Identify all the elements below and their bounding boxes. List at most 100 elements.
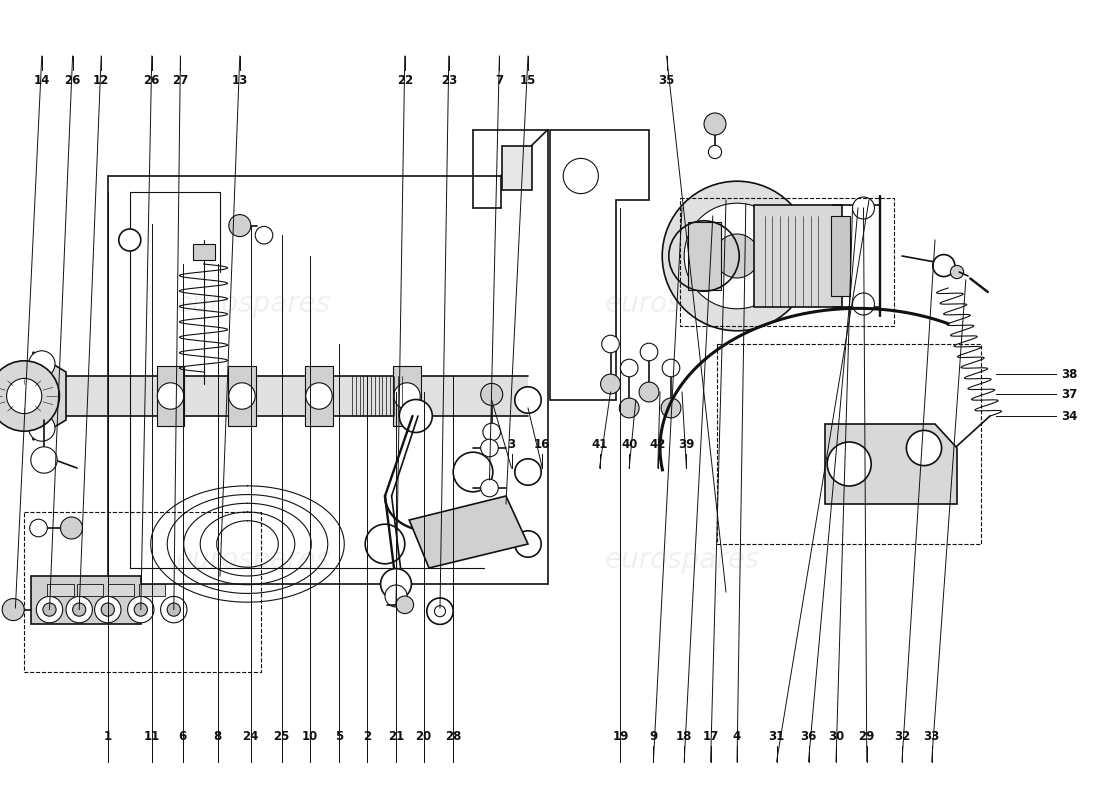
Circle shape	[684, 203, 790, 309]
Text: 27: 27	[173, 74, 188, 86]
Circle shape	[620, 359, 638, 377]
Circle shape	[619, 398, 639, 418]
Text: 24: 24	[243, 730, 258, 742]
Circle shape	[852, 293, 874, 315]
Text: 15: 15	[520, 74, 536, 86]
Circle shape	[95, 597, 121, 622]
Text: 10: 10	[302, 730, 318, 742]
Circle shape	[255, 226, 273, 244]
Bar	[47, 584, 74, 596]
Text: 1: 1	[103, 730, 112, 742]
Text: 14: 14	[34, 74, 50, 86]
Circle shape	[827, 442, 871, 486]
Circle shape	[453, 452, 493, 492]
Text: 40: 40	[621, 438, 637, 450]
Text: 17: 17	[703, 730, 718, 742]
Text: eurospares: eurospares	[175, 546, 331, 574]
Text: 29: 29	[859, 730, 874, 742]
Circle shape	[515, 458, 541, 485]
Text: 39: 39	[679, 438, 694, 450]
Text: eurospares: eurospares	[604, 546, 760, 574]
Circle shape	[704, 113, 726, 135]
Circle shape	[101, 603, 114, 616]
Text: 16: 16	[535, 438, 550, 450]
Circle shape	[481, 439, 498, 457]
Circle shape	[662, 359, 680, 377]
Circle shape	[483, 423, 500, 441]
Text: 5: 5	[334, 730, 343, 742]
Text: 31: 31	[769, 730, 784, 742]
Circle shape	[157, 382, 184, 409]
Circle shape	[134, 603, 147, 616]
Circle shape	[602, 335, 619, 353]
Text: 4: 4	[733, 730, 741, 742]
Text: 41: 41	[592, 438, 607, 450]
Text: 26: 26	[65, 74, 80, 86]
Text: 28: 28	[446, 730, 461, 742]
Text: 35: 35	[659, 74, 674, 86]
Polygon shape	[33, 352, 66, 440]
Bar	[680, 198, 894, 326]
Circle shape	[7, 378, 42, 414]
Bar	[139, 584, 165, 596]
Text: 18: 18	[676, 730, 692, 742]
Text: 11: 11	[144, 730, 159, 742]
Circle shape	[563, 158, 598, 194]
Bar	[688, 222, 720, 290]
Text: 25: 25	[274, 730, 289, 742]
Circle shape	[394, 382, 420, 409]
Circle shape	[365, 524, 405, 564]
Circle shape	[640, 343, 658, 361]
Bar	[77, 584, 103, 596]
Circle shape	[906, 430, 942, 466]
Polygon shape	[825, 424, 957, 504]
Circle shape	[639, 382, 659, 402]
Text: 2: 2	[363, 730, 372, 742]
Circle shape	[662, 182, 812, 331]
Circle shape	[2, 598, 24, 621]
Text: 21: 21	[388, 730, 404, 742]
Bar	[830, 216, 850, 296]
Bar	[108, 584, 134, 596]
Text: 7: 7	[495, 74, 504, 86]
Circle shape	[167, 603, 180, 616]
Text: 36: 36	[801, 730, 816, 742]
Circle shape	[36, 597, 63, 622]
Circle shape	[0, 361, 59, 431]
Text: 8: 8	[213, 730, 222, 742]
Circle shape	[385, 585, 407, 607]
Circle shape	[852, 197, 874, 219]
Text: 20: 20	[416, 730, 431, 742]
Bar	[24, 512, 261, 672]
Circle shape	[481, 383, 503, 406]
Text: 23: 23	[441, 74, 456, 86]
Circle shape	[933, 254, 955, 277]
Bar	[717, 344, 981, 544]
Circle shape	[31, 446, 57, 473]
Circle shape	[601, 374, 620, 394]
Bar	[394, 366, 420, 426]
Text: 13: 13	[232, 74, 248, 86]
Text: 9: 9	[649, 730, 658, 742]
Circle shape	[481, 479, 498, 497]
Circle shape	[229, 382, 255, 409]
Bar	[156, 366, 185, 426]
Text: 6: 6	[178, 730, 187, 742]
Circle shape	[381, 569, 411, 599]
Text: 37: 37	[1062, 388, 1078, 401]
Circle shape	[661, 398, 681, 418]
Bar	[31, 576, 141, 624]
Circle shape	[30, 519, 47, 537]
Circle shape	[60, 517, 82, 539]
Circle shape	[29, 414, 55, 442]
Text: 30: 30	[828, 730, 844, 742]
Bar	[64, 376, 528, 416]
Bar	[754, 205, 842, 307]
Bar	[192, 244, 215, 260]
Circle shape	[515, 531, 541, 557]
Circle shape	[306, 382, 332, 409]
Bar	[502, 146, 532, 190]
Text: 12: 12	[94, 74, 109, 86]
Circle shape	[29, 350, 55, 378]
Text: 38: 38	[1062, 368, 1078, 381]
